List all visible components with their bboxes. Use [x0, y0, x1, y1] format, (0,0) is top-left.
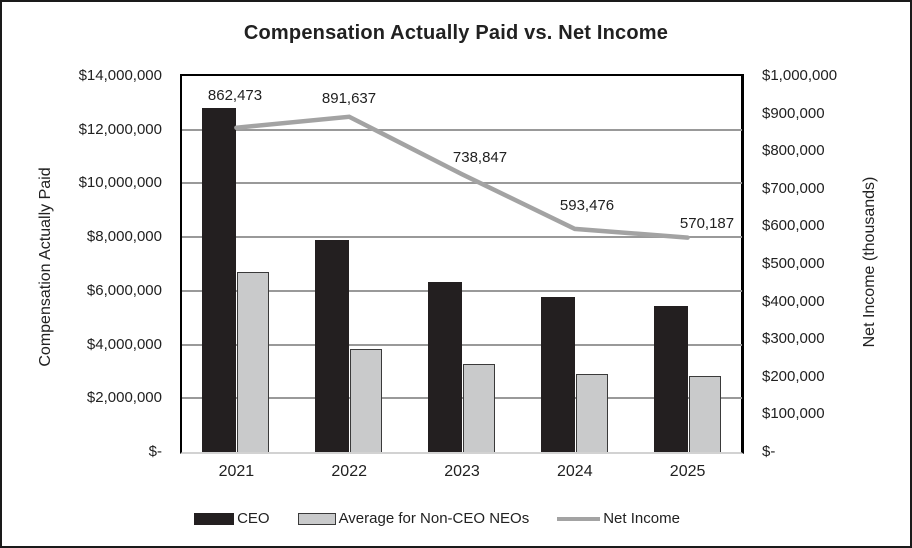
- right-axis-tick: $400,000: [762, 292, 825, 310]
- line-data-label: 862,473: [207, 87, 263, 104]
- line-data-label: 891,637: [321, 90, 377, 107]
- gridline: [182, 182, 742, 185]
- ceo-bar-2025: [653, 306, 688, 452]
- left-axis-tick: $8,000,000: [86, 228, 162, 246]
- line-data-label: 593,476: [559, 197, 615, 214]
- chart-title: Compensation Actually Paid vs. Net Incom…: [243, 22, 669, 44]
- gridline: [182, 128, 742, 131]
- x-axis-label-2021: 2021: [218, 463, 255, 480]
- x-axis-label-2025: 2025: [669, 463, 706, 480]
- left-axis-tick: $4,000,000: [86, 335, 162, 353]
- line-data-label: 570,187: [679, 215, 735, 232]
- right-axis-tick: $500,000: [762, 255, 825, 272]
- x-axis-label-2022: 2022: [331, 463, 367, 480]
- left-axis-tick: $10,000,000: [78, 174, 162, 192]
- legend-label-ceo: CEO: [237, 510, 270, 527]
- gridline: [182, 397, 742, 400]
- legend-item-net-income: Net Income: [557, 510, 680, 527]
- legend-label-non-ceo-neos: Average for Non-CEO NEOs: [338, 510, 530, 527]
- neo-bar-swatch-icon: [297, 512, 336, 525]
- left-axis-tick: $-: [148, 443, 162, 460]
- right-axis-tick: $200,000: [762, 367, 825, 385]
- right-axis-tick: $-: [762, 443, 776, 460]
- right-axis-tick: $800,000: [762, 142, 825, 160]
- left-axis-tick: $14,000,000: [78, 67, 162, 84]
- ceo-bar-2022: [315, 240, 350, 452]
- right-axis-tick: $300,000: [762, 330, 825, 348]
- legend-label-net-income: Net Income: [603, 510, 680, 527]
- net-income-line-swatch-icon: [557, 516, 601, 521]
- right-axis-tick: $900,000: [762, 104, 825, 122]
- neo-bar-2021: [237, 272, 270, 452]
- neo-bar-2025: [688, 376, 721, 452]
- right-axis-tick: $1,000,000: [762, 67, 838, 84]
- ceo-bar-2024: [540, 296, 575, 452]
- right-axis-title: Net Income (thousands): [861, 176, 878, 348]
- neo-bar-2022: [350, 349, 383, 452]
- ceo-bar-2023: [428, 281, 462, 452]
- legend-item-non-ceo-neos: Average for Non-CEO NEOs: [297, 510, 530, 527]
- ceo-bar-swatch-icon: [194, 512, 235, 525]
- gridline: [182, 289, 742, 292]
- gridline: [182, 236, 742, 239]
- x-axis-label-2023: 2023: [444, 463, 480, 480]
- legend: CEO Average for Non-CEO NEOs Net Income: [2, 510, 891, 527]
- left-axis-tick: $2,000,000: [86, 389, 162, 407]
- right-axis-tick: $600,000: [762, 217, 825, 235]
- neo-bar-2024: [575, 373, 608, 452]
- left-axis-tick: $12,000,000: [78, 120, 162, 138]
- x-axis-label-2024: 2024: [557, 463, 593, 480]
- ceo-bar-2021: [202, 107, 237, 452]
- right-axis-tick: $700,000: [762, 179, 825, 197]
- legend-item-ceo: CEO: [194, 510, 270, 527]
- line-data-label: 738,847: [452, 149, 508, 166]
- left-axis-tick: $6,000,000: [86, 281, 162, 299]
- neo-bar-2023: [463, 364, 495, 452]
- gridline: [182, 343, 742, 346]
- right-axis-tick: $100,000: [762, 405, 825, 423]
